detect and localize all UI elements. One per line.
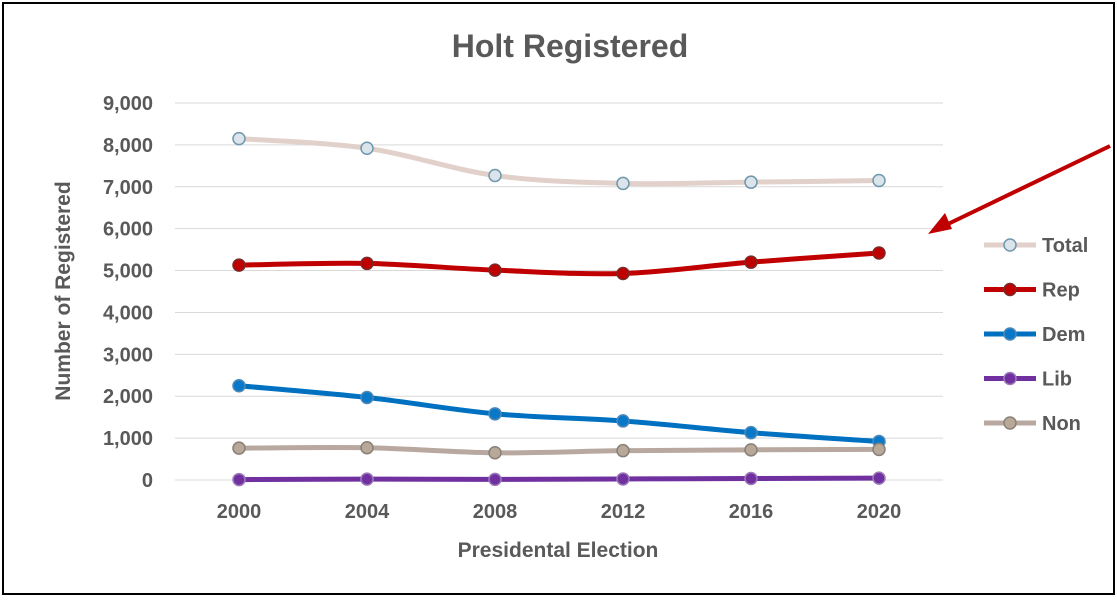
series-lines xyxy=(232,131,886,487)
data-point-dem xyxy=(616,414,630,428)
data-point-lib xyxy=(232,472,246,487)
y-tick-label: 8,000 xyxy=(103,135,153,157)
legend: Total Rep Dem Lib Non xyxy=(984,235,1088,435)
data-point-rep xyxy=(744,255,758,269)
data-point-total xyxy=(360,141,374,155)
data-point-total xyxy=(232,131,246,146)
x-tick-label: 2012 xyxy=(601,501,646,523)
y-tick-label: 4,000 xyxy=(103,302,153,324)
legend-marker xyxy=(1003,238,1017,252)
data-point-rep xyxy=(616,266,630,281)
legend-item-dem: Dem xyxy=(984,324,1085,346)
series-rep xyxy=(232,246,886,281)
data-point-lib xyxy=(616,472,630,486)
y-tick-labels: 0 1,000 2,000 3,000 4,000 5,000 6,000 7,000 8,00… xyxy=(103,93,153,492)
legend-item-rep: Rep xyxy=(984,280,1080,302)
arrow-head xyxy=(928,213,952,234)
series-line-total xyxy=(236,136,882,187)
y-tick-label: 3,000 xyxy=(103,344,153,366)
y-tick-label: 6,000 xyxy=(103,219,153,241)
data-point-non xyxy=(232,441,246,455)
data-point-total xyxy=(616,176,630,191)
legend-label: Dem xyxy=(1042,324,1085,346)
y-tick-label: 7,000 xyxy=(103,177,153,199)
data-point-lib xyxy=(744,471,758,486)
data-point-non xyxy=(488,446,502,460)
data-point-total xyxy=(488,168,502,183)
data-point-non xyxy=(744,443,758,457)
series-dem xyxy=(232,379,886,449)
data-point-dem xyxy=(744,425,758,440)
arrow-shaft xyxy=(947,144,1111,226)
data-point-non xyxy=(360,440,374,455)
legend-marker xyxy=(1003,282,1017,297)
legend-item-non: Non xyxy=(984,413,1081,435)
series-line-rep xyxy=(236,250,882,277)
data-point-rep xyxy=(360,256,374,271)
data-point-total xyxy=(744,175,758,189)
data-point-rep xyxy=(488,263,502,277)
data-point-total xyxy=(872,173,886,188)
y-tick-label: 9,000 xyxy=(103,93,153,115)
y-tick-label: 2,000 xyxy=(103,386,153,408)
x-tick-labels: 2000 2004 2008 2012 2016 2020 xyxy=(217,501,902,523)
annotation-arrow xyxy=(928,144,1111,234)
legend-label: Non xyxy=(1042,413,1081,435)
series-non xyxy=(232,440,886,460)
legend-marker xyxy=(1003,416,1017,430)
legend-marker xyxy=(1003,327,1017,341)
legend-item-total: Total xyxy=(984,235,1088,257)
series-line-non xyxy=(236,444,882,456)
x-tick-label: 2008 xyxy=(473,501,518,523)
data-point-lib xyxy=(488,472,502,487)
x-tick-label: 2004 xyxy=(345,501,390,523)
chart-title: Holt Registered xyxy=(452,28,688,64)
x-tick-label: 2020 xyxy=(857,501,902,523)
y-tick-label: 5,000 xyxy=(103,261,153,283)
legend-label: Rep xyxy=(1042,280,1080,302)
legend-label: Total xyxy=(1042,235,1088,257)
series-line-lib xyxy=(236,475,882,483)
data-point-rep xyxy=(872,246,886,260)
y-tick-label: 1,000 xyxy=(103,428,153,450)
x-tick-label: 2016 xyxy=(729,501,774,523)
data-point-dem xyxy=(488,407,502,421)
series-lib xyxy=(232,471,886,487)
data-point-dem xyxy=(232,379,246,393)
series-line-dem xyxy=(236,383,882,444)
data-point-non xyxy=(872,442,886,457)
y-tick-label: 0 xyxy=(142,470,153,492)
data-point-dem xyxy=(360,390,374,405)
series-total xyxy=(232,131,886,191)
y-axis-label: Number of Registered xyxy=(52,181,75,400)
legend-marker xyxy=(1003,371,1017,386)
x-axis-label: Presidental Election xyxy=(458,539,659,562)
data-point-lib xyxy=(360,472,374,486)
data-point-non xyxy=(616,443,630,458)
data-point-lib xyxy=(872,471,886,485)
legend-item-lib: Lib xyxy=(984,369,1072,391)
x-tick-label: 2000 xyxy=(217,501,262,523)
legend-label: Lib xyxy=(1042,369,1072,391)
data-point-rep xyxy=(232,258,246,272)
